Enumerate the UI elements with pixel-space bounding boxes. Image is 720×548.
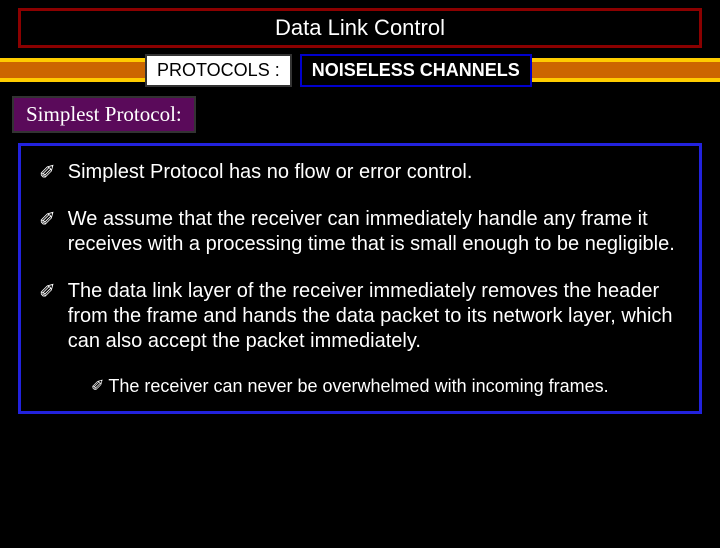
stripe-left [0, 58, 145, 82]
protocols-label-box: PROTOCOLS : [145, 54, 292, 87]
sub-bullet-icon: ✐ [91, 376, 104, 397]
bullet-text: Simplest Protocol has no flow or error c… [68, 160, 473, 185]
bullet-icon: ✐ [39, 160, 56, 185]
protocols-value: NOISELESS CHANNELS [312, 60, 520, 80]
protocols-row: PROTOCOLS : NOISELESS CHANNELS [0, 54, 720, 86]
subtitle-box: Simplest Protocol: [12, 96, 196, 133]
protocols-value-box: NOISELESS CHANNELS [300, 54, 532, 87]
bullet-text: The data link layer of the receiver imme… [68, 279, 687, 354]
bullet-text: We assume that the receiver can immediat… [68, 207, 687, 257]
subtitle-text: Simplest Protocol: [26, 102, 182, 126]
title-text: Data Link Control [275, 15, 445, 40]
bullet-icon: ✐ [39, 279, 56, 354]
content-box: ✐ Simplest Protocol has no flow or error… [18, 143, 702, 414]
bullet-item: ✐ Simplest Protocol has no flow or error… [33, 160, 687, 185]
sub-bullet: ✐ The receiver can never be overwhelmed … [91, 376, 687, 397]
bullet-item: ✐ We assume that the receiver can immedi… [33, 207, 687, 257]
stripe-right [532, 58, 720, 82]
bullet-icon: ✐ [39, 207, 56, 257]
sub-bullet-text: The receiver can never be overwhelmed wi… [108, 376, 608, 397]
protocols-label: PROTOCOLS : [157, 60, 280, 80]
bullet-item: ✐ The data link layer of the receiver im… [33, 279, 687, 354]
title-bar: Data Link Control [18, 8, 702, 48]
